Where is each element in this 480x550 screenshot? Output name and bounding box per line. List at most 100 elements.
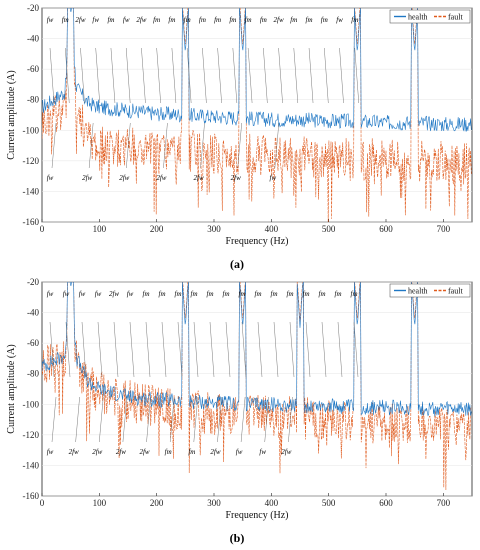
chart-panel-1: -160 -140 -120 -100 -80 -60 -40 -20 0 100 200 300 40… bbox=[6, 3, 473, 271]
x-tick-label: 200 bbox=[150, 498, 164, 508]
y-tick-label: -20 bbox=[27, 3, 39, 13]
annotation-leader-bottom bbox=[169, 396, 175, 443]
chart-panel-2: -160 -140 -120 -100 -80 -60 -40 -20 0 100 200 300 40… bbox=[6, 277, 473, 545]
y-tick-label: -140 bbox=[23, 460, 40, 470]
annotation-bottom: 2fw bbox=[231, 174, 241, 182]
plot-area bbox=[41, 7, 473, 223]
annotation-bottom: fw bbox=[236, 448, 243, 456]
annotation-top: fw bbox=[47, 16, 54, 24]
annotation-top: fm bbox=[290, 16, 297, 24]
annotation-leader-top bbox=[217, 47, 222, 104]
x-tick-label: 600 bbox=[379, 224, 393, 234]
annotation-leader-top bbox=[186, 47, 192, 104]
annotation-bottom: fw bbox=[259, 448, 266, 456]
annotation-bottom: 2fw bbox=[82, 174, 92, 182]
annotation-bottom: fw bbox=[47, 174, 54, 182]
legend-label-fault: fault bbox=[448, 13, 463, 22]
annotation-leader-top bbox=[324, 47, 329, 104]
annotation-bottom: 2fw bbox=[119, 174, 129, 182]
series-line-fault bbox=[42, 8, 472, 222]
annotation-top: fm bbox=[351, 290, 358, 298]
annotation-top: fw bbox=[95, 290, 102, 298]
x-axis-label: Frequency (Hz) bbox=[225, 510, 288, 521]
y-tick-label: -100 bbox=[23, 399, 40, 409]
annotation-top: fm bbox=[168, 16, 175, 24]
x-tick-label: 600 bbox=[379, 498, 393, 508]
x-tick-label: 500 bbox=[322, 224, 336, 234]
x-tick-label: 0 bbox=[40, 498, 45, 508]
annotation-bottom: 2fw bbox=[281, 448, 291, 456]
annotation-leader-top bbox=[339, 47, 344, 104]
annotation-leader-top bbox=[273, 321, 279, 378]
x-tick-label: 400 bbox=[265, 224, 279, 234]
annotation-top: fm bbox=[287, 290, 294, 298]
annotation-leader-top bbox=[129, 321, 135, 378]
annotation-top: fm bbox=[153, 16, 160, 24]
annotation-leader-top bbox=[95, 47, 100, 104]
annotation-leader-bottom bbox=[288, 396, 293, 443]
annotation-top: fm bbox=[239, 290, 246, 298]
annotation-leader-bottom bbox=[51, 396, 57, 443]
annotation-leader-bottom bbox=[122, 396, 128, 443]
annotation-top: fm bbox=[62, 16, 69, 24]
annotation-leader-top bbox=[145, 321, 151, 378]
annotation-top: fw bbox=[92, 16, 99, 24]
annotation-leader-top bbox=[161, 321, 167, 378]
annotation-leader-top bbox=[65, 321, 71, 378]
series-line-health bbox=[42, 282, 472, 417]
annotation-top: fm bbox=[184, 16, 191, 24]
annotation-leader-top bbox=[353, 321, 359, 378]
annotation-top: fm bbox=[306, 16, 313, 24]
annotation-leader-top bbox=[65, 47, 70, 104]
y-tick-label: -80 bbox=[27, 369, 39, 379]
annotation-leader-top bbox=[97, 321, 103, 378]
x-tick-label: 700 bbox=[437, 224, 451, 234]
annotation-leader-top bbox=[247, 47, 253, 104]
annotation-top: 2fw bbox=[109, 290, 119, 298]
annotation-leader-bottom bbox=[51, 122, 57, 169]
y-axis-label: Current amplitude (A) bbox=[6, 70, 17, 159]
plot-area bbox=[41, 281, 473, 497]
annotation-leader-top bbox=[209, 321, 215, 378]
annotation-leader-bottom bbox=[75, 396, 80, 443]
annotation-leader-bottom bbox=[274, 122, 280, 169]
annotation-leader-top bbox=[289, 321, 295, 378]
annotation-bottom: fm bbox=[188, 448, 195, 456]
annotation-top: fm bbox=[335, 290, 342, 298]
series-line-health bbox=[42, 8, 472, 132]
panel-label: (b) bbox=[230, 531, 245, 545]
annotation-bottom: 2fw bbox=[69, 448, 79, 456]
annotation-top: 2fw bbox=[274, 16, 284, 24]
annotation-leader-bottom bbox=[237, 122, 242, 169]
annotation-bottom: 2fw bbox=[116, 448, 126, 456]
x-tick-label: 300 bbox=[207, 224, 221, 234]
annotation-bottom: fw bbox=[47, 448, 54, 456]
annotation-leader-top bbox=[257, 321, 263, 378]
annotation-top: fm bbox=[175, 290, 182, 298]
annotation-leader-top bbox=[177, 321, 183, 378]
annotation-leader-top bbox=[354, 47, 359, 104]
annotation-top: fm bbox=[319, 290, 326, 298]
annotation-top: fm bbox=[207, 290, 214, 298]
annotation-top: fm bbox=[143, 290, 150, 298]
annotation-top: fm bbox=[191, 290, 198, 298]
legend-label-fault: fault bbox=[448, 287, 463, 296]
annotation-leader-top bbox=[113, 321, 119, 378]
annotation-leader-top bbox=[202, 47, 207, 104]
annotation-leader-bottom bbox=[217, 396, 222, 443]
annotation-bottom: 2fw bbox=[92, 448, 102, 456]
x-tick-label: 0 bbox=[40, 224, 45, 234]
y-tick-label: -40 bbox=[27, 308, 39, 318]
y-tick-label: -160 bbox=[23, 217, 40, 227]
annotation-leader-bottom bbox=[264, 396, 269, 443]
annotation-top: fw bbox=[127, 290, 134, 298]
annotation-top: fm bbox=[255, 290, 262, 298]
y-tick-label: -40 bbox=[27, 34, 39, 44]
x-axis-label: Frequency (Hz) bbox=[225, 236, 288, 247]
legend-label-health: health bbox=[408, 13, 428, 22]
annotation-leader-top bbox=[263, 47, 268, 104]
annotation-leader-top bbox=[49, 321, 55, 378]
annotation-leader-top bbox=[193, 321, 199, 378]
annotation-top: fm bbox=[245, 16, 252, 24]
